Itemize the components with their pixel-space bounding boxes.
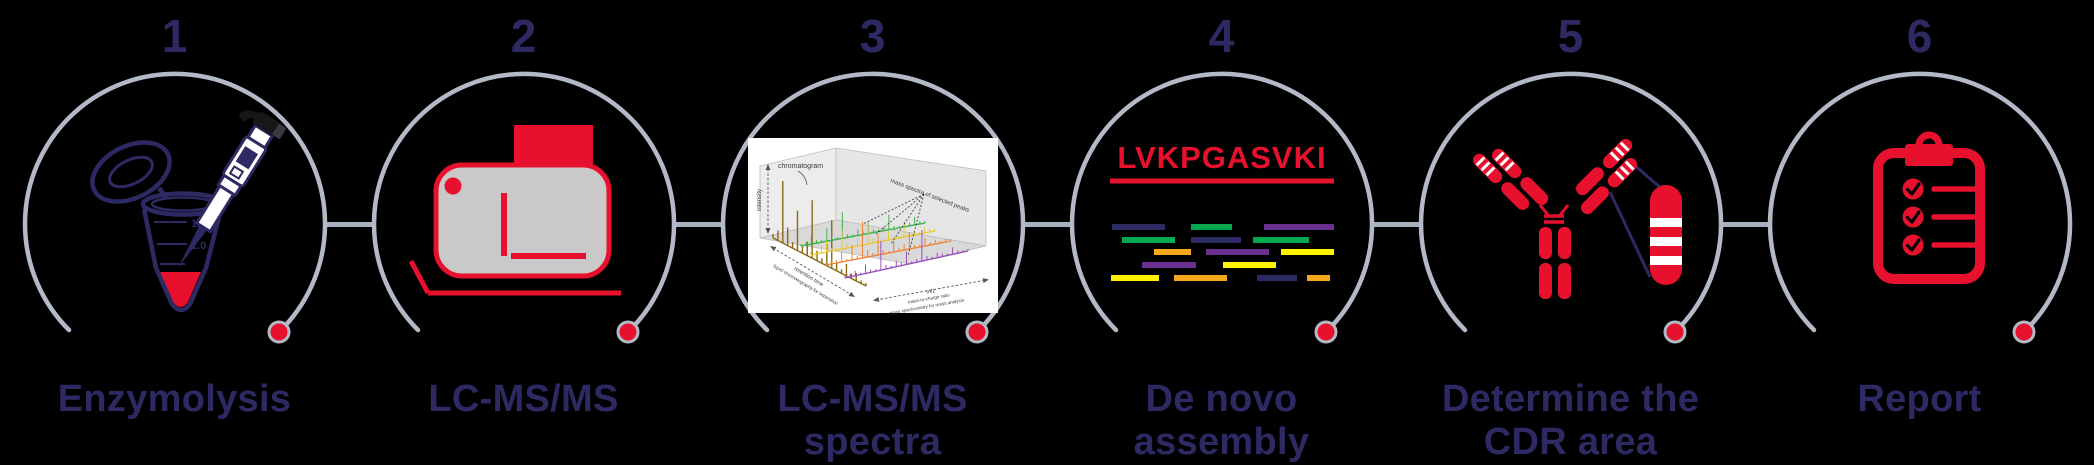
connector-line [1022,222,1072,227]
spectrum-row [825,222,951,266]
spectra-ylabel: intensity [757,189,763,211]
step-circle [22,71,327,344]
callout-line [1630,161,1663,191]
step-end-dot [1663,320,1686,344]
pipette [177,110,287,268]
spectra-title: chromatogram [778,163,823,170]
microtube-pipette-icon: 1.5 1.0 [75,110,287,318]
step-end-dot [965,320,988,344]
antibody-left-arm [1472,148,1548,210]
connector-line [324,222,374,227]
antibody-cdr-icon [1460,137,1690,307]
assembly-bars [1110,224,1334,281]
check-icon [1905,238,1921,252]
step-number: 4 [1208,10,1235,62]
step-end-dot [1314,320,1337,344]
clipboard-clip [1904,144,1953,166]
step-enzymolysis: 1 [0,0,349,421]
cdr-capsule [1649,185,1682,285]
step-label: LC-MS/MS spectra [777,378,968,463]
3d-spectra-plot: intensity chromatogram mass spectra of s… [747,138,998,316]
peptide-sequence: LVKPGASVKI [1117,140,1326,175]
step-label: Determine the CDR area [1441,378,1700,463]
checklist [1902,178,1978,256]
antibody-right-arm [1575,138,1637,215]
step-label: De novo assembly [1133,378,1310,463]
step-report: 6 [1745,0,2094,421]
step-end-dot [616,320,639,344]
mz-axis-label: m/z [925,288,935,295]
step-label: Enzymolysis [57,378,292,420]
step-circle [1069,71,1374,344]
callout-line [1608,191,1651,278]
step-determine-cdr: 5 [1396,0,1745,463]
step-number: 6 [1906,10,1933,62]
spectrum-row [844,230,968,279]
antibody-trunk [1538,227,1571,299]
tube-liquid [159,272,201,307]
check-icon [1905,182,1921,196]
mass-spectrometer-icon [408,116,629,296]
connector-line [1371,222,1421,227]
pipette-display [235,146,258,170]
report-clipboard-icon [1868,129,1988,294]
tube-body [141,208,223,313]
connector-line [1720,222,1770,227]
check-icon [1905,210,1921,224]
step-label: Report [1857,378,1982,420]
connector-line [673,222,723,227]
tube-cap [89,140,172,204]
step-label: LC-MS/MS [428,378,619,420]
step-circle [371,71,676,344]
step-lcmsms-spectra: 3 intensity chrom [698,0,1047,463]
step-circle [1767,71,2072,344]
step-circle [720,71,1025,344]
step-number: 1 [161,10,188,62]
step-circle [1418,71,1723,344]
step-end-dot [2012,320,2035,344]
step-de-novo-assembly: 4 LVKPGASVKI De novo assembly [1047,0,1396,463]
step-lcmsms: 2 LC-MS/MS [349,0,698,421]
step-end-dot [267,320,290,344]
sequence-assembly-icon: LVKPGASVKI [1107,137,1337,287]
step-number: 5 [1557,10,1584,62]
step-number: 2 [510,10,537,62]
step-number: 3 [859,10,886,62]
